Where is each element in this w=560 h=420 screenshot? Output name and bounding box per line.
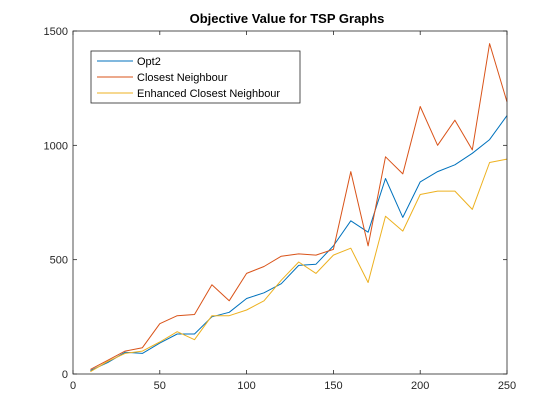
axes: 0 50 100 150 200 250 0 500 1000 1500 [44,26,517,392]
y-tick-label-0: 0 [62,369,68,381]
legend-label-0: Opt2 [137,56,161,68]
legend-label-2: Enhanced Closest Neighbour [137,88,280,100]
series-line-2 [90,158,508,373]
series-line-0 [90,115,508,372]
series-layer [90,43,508,373]
chart-title: Objective Value for TSP Graphs [190,11,385,26]
x-tick-label-0: 0 [70,380,76,392]
y-tick-label-2: 1000 [44,140,68,152]
axes-box [72,30,508,375]
x-tick-label-2: 100 [237,380,255,392]
x-tick-label-5: 250 [498,380,516,392]
x-tick-label-1: 50 [154,380,166,392]
x-tick-label-3: 150 [324,380,342,392]
y-tick-label-1: 500 [50,255,68,267]
legend: Opt2 Closest Neighbour Enhanced Closest Ne… [90,50,301,104]
legend-label-1: Closest Neighbour [137,72,228,84]
y-tick-label-3: 1500 [44,26,68,38]
x-tick-label-4: 200 [411,380,429,392]
series-line-1 [90,43,508,370]
